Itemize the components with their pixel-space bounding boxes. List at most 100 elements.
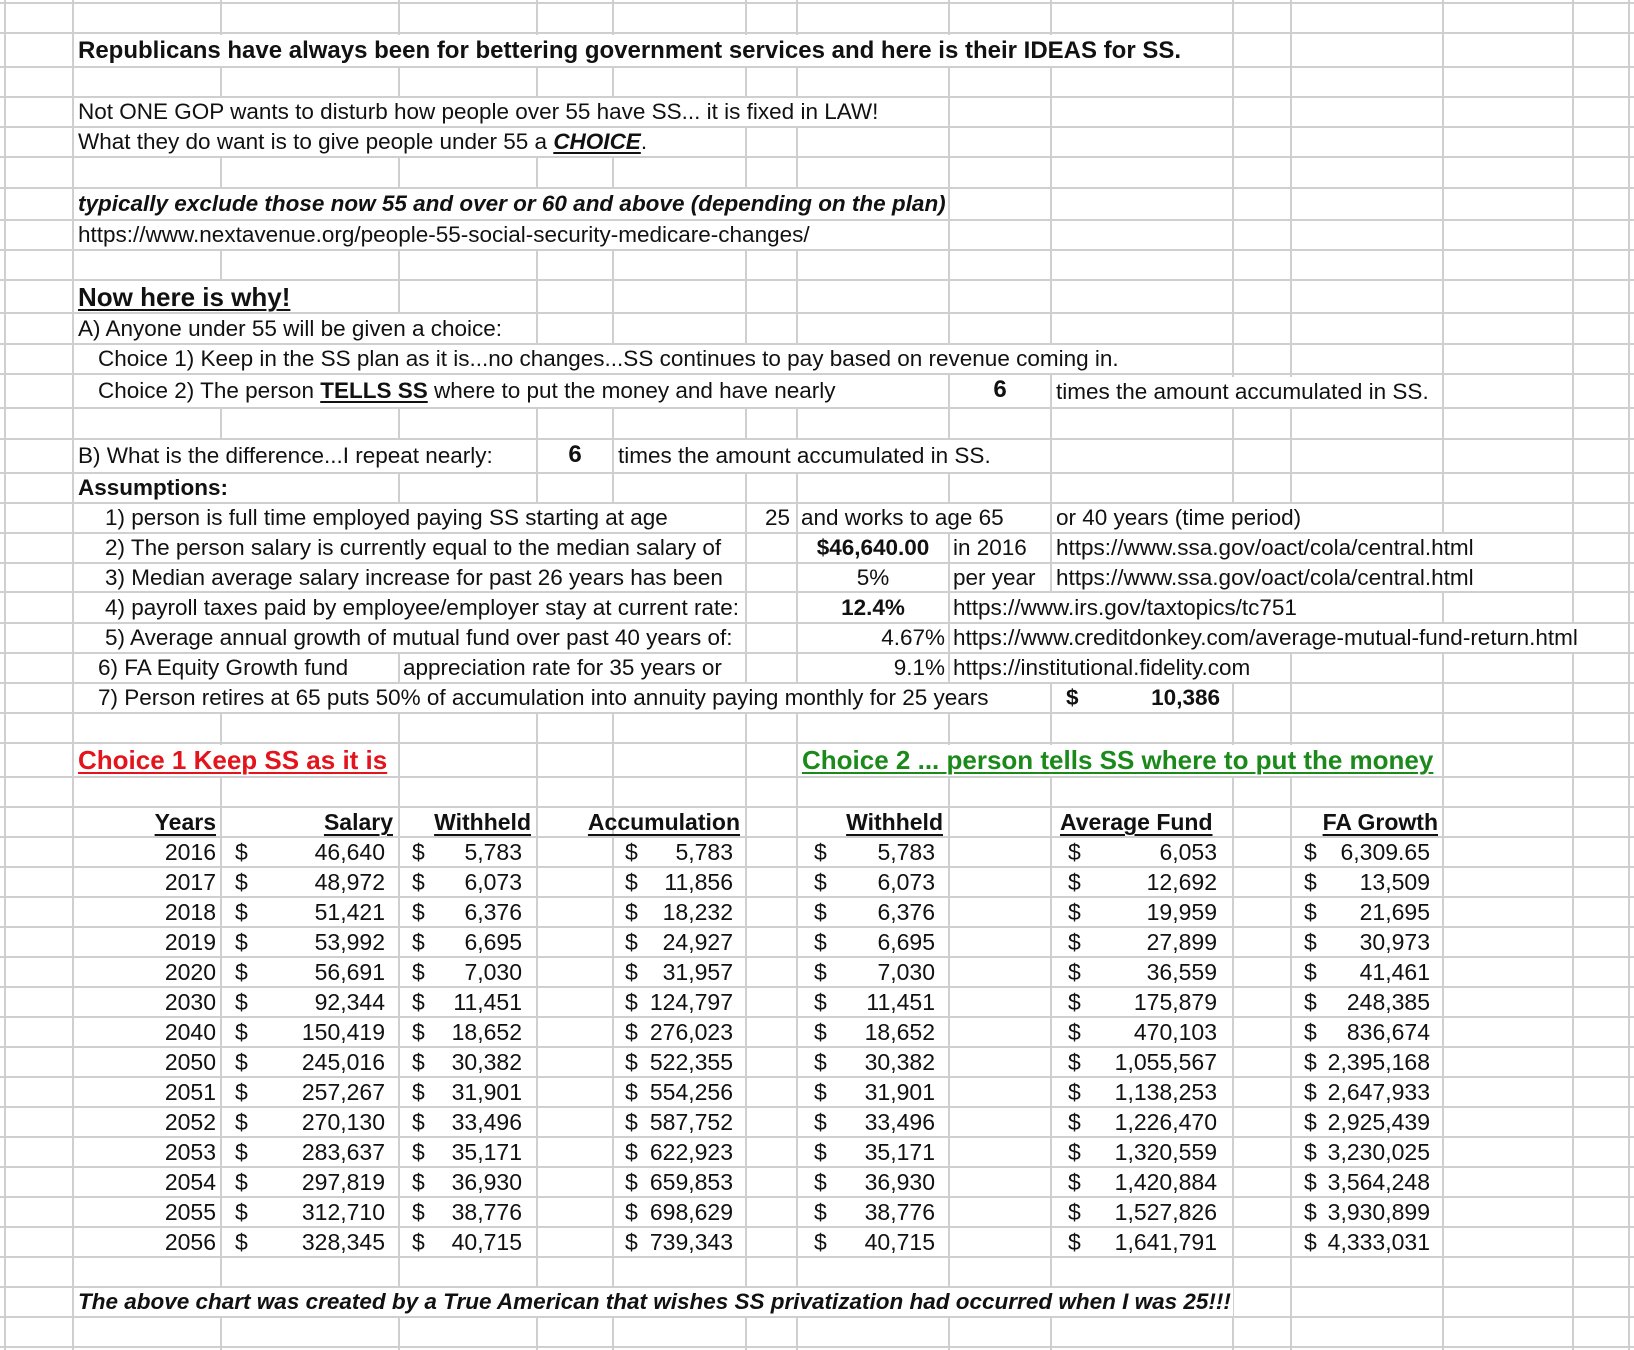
choice2-withheld-cell: 33,496 <box>864 1109 935 1135</box>
withheld-currency: $ <box>412 1229 425 1255</box>
row-gridline <box>0 279 1634 281</box>
row-gridline <box>0 126 1634 128</box>
assumption-3-link[interactable]: https://www.ssa.gov/oact/cola/central.ht… <box>1054 564 1476 591</box>
withheld-cell: 36,930 <box>451 1169 522 1195</box>
header-years: Years <box>154 809 216 835</box>
column-gridline <box>1572 0 1574 1350</box>
assumption-3-mid: per year <box>951 564 1038 591</box>
option-b-label: B) What is the difference...I repeat nea… <box>76 440 495 472</box>
row-gridline <box>0 1286 1634 1288</box>
intro-line-2-suffix: . <box>640 129 648 154</box>
assumption-4-link[interactable]: https://www.irs.gov/taxtopics/tc751 <box>951 593 1299 622</box>
row-gridline <box>0 532 1634 534</box>
average-fund-cell: 6,053 <box>1159 839 1217 865</box>
assumption-3-value: 5% <box>799 564 947 591</box>
accumulation-cell: 739,343 <box>649 1229 733 1255</box>
choice2-withheld-currency: $ <box>814 1019 827 1045</box>
footer-note: The above chart was created by a True Am… <box>76 1288 1233 1316</box>
salary-cell: 53,992 <box>314 929 385 955</box>
salary-cell: 56,691 <box>314 959 385 985</box>
average-fund-cell: 1,420,884 <box>1114 1169 1217 1195</box>
column-gridline <box>4 0 6 1350</box>
exclusion-note: typically exclude those now 55 and over … <box>76 189 948 219</box>
choice-2-multiple: 6 <box>951 375 1049 405</box>
header-accumulation: Accumulation <box>587 809 740 835</box>
row-gridline <box>0 1256 1634 1258</box>
choice2-withheld-cell: 31,901 <box>864 1079 935 1105</box>
average-fund-currency: $ <box>1068 869 1081 895</box>
average-fund-cell: 1,641,791 <box>1114 1229 1217 1255</box>
year-cell: 2040 <box>164 1019 216 1045</box>
withheld-currency: $ <box>412 839 425 865</box>
fa-growth-currency: $ <box>1304 1079 1317 1105</box>
column-gridline <box>1628 0 1630 1350</box>
row-gridline <box>0 1136 1634 1138</box>
row-gridline <box>0 742 1634 744</box>
fa-growth-currency: $ <box>1304 1139 1317 1165</box>
intro-line-2-prefix: What they do want is to give people unde… <box>78 129 554 154</box>
assumption-6-link[interactable]: https://institutional.fidelity.com <box>951 654 1253 682</box>
salary-cell: 92,344 <box>314 989 385 1015</box>
salary-currency: $ <box>235 1229 248 1255</box>
salary-cell: 150,419 <box>301 1019 385 1045</box>
average-fund-cell: 1,226,470 <box>1114 1109 1217 1135</box>
fa-growth-cell: 4,333,031 <box>1327 1229 1430 1255</box>
choice2-withheld-cell: 38,776 <box>864 1199 935 1225</box>
row-gridline <box>0 312 1634 314</box>
average-fund-currency: $ <box>1068 929 1081 955</box>
choice2-withheld-currency: $ <box>814 1199 827 1225</box>
assumption-1-text: 1) person is full time employed paying S… <box>103 504 670 532</box>
salary-currency: $ <box>235 1049 248 1075</box>
salary-cell: 51,421 <box>314 899 385 925</box>
page-title: Republicans have always been for betteri… <box>76 35 1184 66</box>
salary-currency: $ <box>235 959 248 985</box>
withheld-cell: 7,030 <box>464 959 522 985</box>
year-cell: 2030 <box>164 989 216 1015</box>
row-gridline <box>0 373 1634 375</box>
accumulation-cell: 659,853 <box>649 1169 733 1195</box>
accumulation-cell: 18,232 <box>662 899 733 925</box>
withheld-currency: $ <box>412 1109 425 1135</box>
accumulation-cell: 554,256 <box>649 1079 733 1105</box>
withheld-cell: 5,783 <box>464 839 522 865</box>
choice2-withheld-cell: 30,382 <box>864 1049 935 1075</box>
nextavenue-link[interactable]: https://www.nextavenue.org/people-55-soc… <box>76 221 812 249</box>
average-fund-cell: 470,103 <box>1133 1019 1217 1045</box>
choice-2-suffix: where to put the money and have nearly <box>427 378 836 403</box>
average-fund-currency: $ <box>1068 839 1081 865</box>
choice2-withheld-currency: $ <box>814 869 827 895</box>
salary-currency: $ <box>235 1169 248 1195</box>
year-cell: 2054 <box>164 1169 216 1195</box>
salary-cell: 328,345 <box>301 1229 385 1255</box>
average-fund-currency: $ <box>1068 1169 1081 1195</box>
salary-cell: 297,819 <box>301 1169 385 1195</box>
assumption-6-text: 6) FA Equity Growth fund <box>96 654 351 682</box>
choice2-withheld-currency: $ <box>814 989 827 1015</box>
assumption-2-link[interactable]: https://www.ssa.gov/oact/cola/central.ht… <box>1054 534 1476 562</box>
assumption-5-value: 4.67% <box>799 624 945 652</box>
assumption-5-text: 5) Average annual growth of mutual fund … <box>103 624 735 652</box>
choice2-withheld-cell: 40,715 <box>864 1229 935 1255</box>
fa-growth-cell: 836,674 <box>1346 1019 1430 1045</box>
average-fund-cell: 12,692 <box>1146 869 1217 895</box>
fa-growth-currency: $ <box>1304 1109 1317 1135</box>
option-b-tail: times the amount accumulated in SS. <box>616 440 993 472</box>
average-fund-currency: $ <box>1068 1049 1081 1075</box>
average-fund-cell: 1,320,559 <box>1114 1139 1217 1165</box>
row-gridline <box>0 591 1634 593</box>
fa-growth-cell: 21,695 <box>1359 899 1430 925</box>
accumulation-currency: $ <box>625 1109 638 1135</box>
accumulation-currency: $ <box>625 959 638 985</box>
withheld-cell: 35,171 <box>451 1139 522 1165</box>
accumulation-cell: 276,023 <box>649 1019 733 1045</box>
option-a-label: A) Anyone under 55 will be given a choic… <box>76 314 505 343</box>
salary-currency: $ <box>235 1019 248 1045</box>
assumption-5-link[interactable]: https://www.creditdonkey.com/average-mut… <box>951 624 1580 652</box>
accumulation-currency: $ <box>625 839 638 865</box>
fa-growth-cell: 3,564,248 <box>1327 1169 1430 1195</box>
row-gridline <box>0 712 1634 714</box>
choice2-withheld-currency: $ <box>814 1139 827 1165</box>
choice-1-heading: Choice 1 Keep SS as it is <box>76 745 390 776</box>
accumulation-currency: $ <box>625 1199 638 1225</box>
header-withheld: Withheld <box>434 809 531 835</box>
